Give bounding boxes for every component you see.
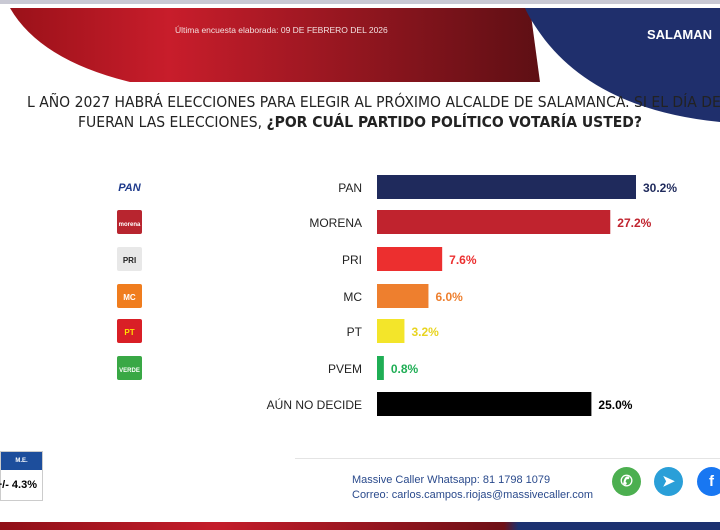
data-label: 27.2% bbox=[617, 216, 651, 230]
facebook-icon[interactable]: f bbox=[697, 467, 720, 496]
category-label: PVEM bbox=[328, 362, 362, 376]
bar-aún-no-decide bbox=[377, 392, 592, 416]
data-label: 7.6% bbox=[449, 253, 477, 267]
party-logo-text: VERDE bbox=[119, 368, 140, 374]
party-logo-text: PT bbox=[124, 328, 134, 337]
party-logo-text: PAN bbox=[118, 182, 141, 194]
category-label: MC bbox=[343, 290, 362, 304]
data-label: 0.8% bbox=[391, 362, 419, 376]
category-label: PT bbox=[347, 325, 363, 339]
bar-pt bbox=[377, 319, 405, 343]
telegram-icon[interactable]: ➤ bbox=[654, 467, 683, 496]
bar-pan bbox=[377, 175, 636, 199]
divider bbox=[295, 458, 720, 459]
footer-band bbox=[0, 522, 720, 530]
party-logo-text: MC bbox=[123, 293, 136, 302]
party-logo-pvem bbox=[117, 356, 142, 380]
data-label: 30.2% bbox=[643, 181, 677, 195]
question-line2: FUERAN LAS ELECCIONES, bbox=[78, 113, 267, 131]
category-label: AÚN NO DECIDE bbox=[267, 397, 362, 412]
bar-pri bbox=[377, 247, 443, 271]
email: carlos.campos.riojas@massivecaller.com bbox=[388, 489, 594, 501]
data-label: 3.2% bbox=[411, 325, 439, 339]
data-label: 25.0% bbox=[598, 398, 632, 412]
bar-pvem bbox=[377, 356, 384, 380]
party-logo-pan bbox=[117, 175, 142, 199]
whatsapp-icon[interactable]: ✆ bbox=[612, 467, 641, 496]
header-banner bbox=[0, 0, 720, 122]
party-logo-pt bbox=[117, 319, 142, 343]
whatsapp-number: 81 1798 1079 bbox=[479, 474, 551, 486]
party-logo-mc bbox=[117, 284, 142, 308]
question-bold: ¿POR CUÁL PARTIDO POLÍTICO VOTARÍA USTED… bbox=[266, 113, 642, 131]
margin-error-label: M.E. bbox=[1, 452, 42, 470]
contact-info: Massive Caller Whatsapp: 81 1798 1079 Co… bbox=[352, 474, 594, 501]
question-line1: L AÑO 2027 HABRÁ ELECCIONES PARA ELEGIR … bbox=[27, 93, 720, 111]
category-label: PRI bbox=[342, 253, 362, 267]
party-logo-morena bbox=[117, 210, 142, 234]
category-label: PAN bbox=[338, 181, 362, 195]
question: L AÑO 2027 HABRÁ ELECCIONES PARA ELEGIR … bbox=[27, 92, 720, 132]
bar-chart: PAN 30.2% PAN MORENA 27.2% morena PRI 7.6% PRI MC… bbox=[117, 175, 677, 416]
party-logo-text: PRI bbox=[123, 256, 136, 265]
margin-error-box: M.E. +/- 4.3% bbox=[0, 451, 43, 501]
bar-mc bbox=[377, 284, 429, 308]
city-title: SALAMAN bbox=[647, 27, 712, 42]
party-logo-pri bbox=[117, 247, 142, 271]
survey-date: Última encuesta elaborada: 09 DE FEBRERO… bbox=[175, 25, 388, 35]
margin-error-value: +/- 4.3% bbox=[0, 479, 37, 491]
category-label: MORENA bbox=[309, 216, 362, 230]
data-label: 6.0% bbox=[435, 290, 463, 304]
bar-morena bbox=[377, 210, 611, 234]
party-logo-text: morena bbox=[119, 222, 141, 228]
